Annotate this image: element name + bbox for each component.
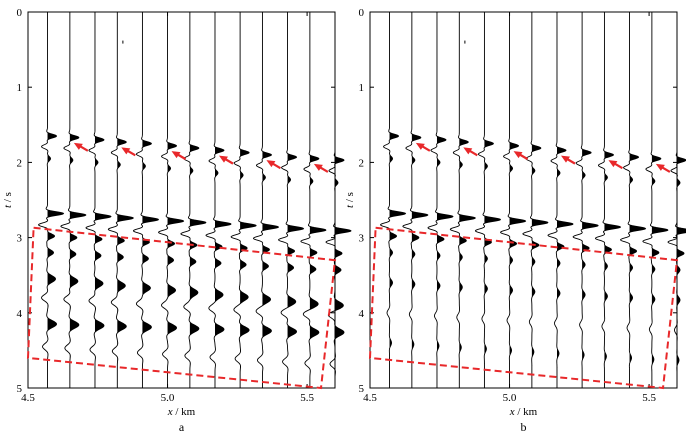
x-axis-unit: / km [515, 406, 538, 418]
y-tick-label: 0 [359, 7, 365, 19]
red-arrow-head [171, 151, 181, 159]
trace-wiggle [402, 12, 429, 388]
trace-fill [582, 149, 599, 360]
trace-fill [240, 149, 257, 369]
red-arrow-head [121, 147, 131, 155]
red-arrow-head [266, 160, 276, 168]
trace-wiggle [547, 12, 574, 388]
red-arrow-head [313, 163, 323, 171]
trace-wiggle [572, 12, 599, 388]
trace-wiggle [252, 12, 280, 388]
x-axis-var: x [509, 406, 515, 418]
plot-frame [369, 11, 678, 389]
trace-fill [436, 136, 453, 351]
panel-a: 0 1 2 3 4 54.5 5.0 5.5 x / km t / s a [2, 7, 352, 434]
x-axis-label: x / km [167, 406, 196, 418]
trace-fill [604, 151, 621, 362]
x-axis-unit: / km [173, 406, 196, 418]
y-tick-label: 5 [359, 383, 365, 395]
x-axis-var: x [167, 406, 173, 418]
y-tick-label: 1 [359, 82, 365, 94]
y-axis-label: t / s [2, 192, 14, 208]
y-tick-label: 3 [17, 233, 23, 245]
trace-wiggle [107, 12, 134, 388]
trace-fill [69, 134, 86, 359]
trace-fill [142, 140, 159, 363]
y-tick-label: 0 [17, 7, 23, 19]
trace-fill [287, 153, 304, 372]
trace-wiggle [594, 12, 622, 388]
x-tick-label: 5.0 [503, 392, 517, 404]
x-tick-label: 5.5 [642, 392, 656, 404]
y-tick-label: 1 [17, 82, 23, 94]
y-tick-label: 2 [359, 157, 365, 169]
y-tick-label: 5 [17, 383, 23, 395]
red-arrow-head [218, 155, 228, 163]
trace-wiggle [230, 12, 257, 388]
y-tick-label: 4 [17, 308, 23, 320]
panel-letter: a [179, 420, 185, 434]
x-tick-label: 4.5 [21, 392, 35, 404]
panel-b: 0 1 2 3 4 54.5 5.0 5.5 x / km t / s b [344, 7, 686, 434]
trace-wiggle [38, 12, 65, 388]
y-axis-var: t [344, 204, 356, 208]
trace-wiggle [380, 12, 407, 388]
trace-wiggle [449, 12, 476, 388]
y-axis-var: t [2, 204, 14, 208]
trace-fill [459, 138, 476, 353]
trace-wiggle [325, 12, 352, 388]
trace-wiggle [620, 12, 647, 388]
x-tick-label: 5.0 [161, 392, 175, 404]
trace-fill [167, 142, 184, 365]
x-axis-label: x / km [509, 406, 538, 418]
trace-fill [189, 144, 206, 366]
trace-wiggle [522, 12, 549, 388]
trace-wiggle [180, 12, 207, 388]
trace-wiggle [642, 12, 669, 388]
trace-wiggle [158, 12, 185, 388]
trace-fill [335, 156, 351, 375]
trace-fill [629, 153, 646, 363]
y-axis-unit: / s [344, 192, 356, 205]
trace-fill [94, 136, 111, 360]
trace-wiggle [85, 12, 112, 388]
trace-fill [484, 140, 501, 354]
trace-wiggle [205, 12, 232, 388]
trace-wiggle [132, 12, 160, 388]
dashed-box [26, 226, 337, 390]
x-tick-label: 4.5 [363, 392, 377, 404]
x-tick-label: 5.5 [300, 392, 314, 404]
trace-fill [509, 142, 526, 356]
trace-fill [677, 156, 686, 366]
red-arrow-head [415, 142, 425, 150]
trace-wiggle [300, 12, 327, 388]
y-axis-unit: / s [2, 192, 14, 205]
red-arrow-head [608, 160, 618, 168]
trace-wiggle [60, 12, 87, 388]
trace-fill [262, 151, 279, 371]
trace-fill [411, 134, 428, 350]
dashed-box [368, 226, 679, 390]
panel-letter: b [521, 420, 527, 434]
red-arrow-head [560, 155, 570, 163]
trace-fill [389, 132, 406, 348]
red-arrow-head [655, 163, 665, 171]
y-tick-label: 2 [17, 157, 23, 169]
trace-wiggle [667, 12, 686, 388]
trace-fill [309, 155, 326, 374]
y-axis-label: t / s [344, 192, 356, 208]
trace-wiggle [427, 12, 454, 388]
trace-wiggle [474, 12, 502, 388]
y-tick-label: 3 [359, 233, 365, 245]
red-arrow-head [513, 151, 523, 159]
red-arrow-head [463, 147, 473, 155]
trace-fill [556, 146, 573, 359]
trace-fill [531, 144, 548, 357]
y-tick-label: 4 [359, 308, 365, 320]
trace-wiggle [278, 12, 305, 388]
red-arrow-head [73, 142, 83, 150]
trace-wiggle [500, 12, 527, 388]
trace-fill [47, 132, 64, 357]
